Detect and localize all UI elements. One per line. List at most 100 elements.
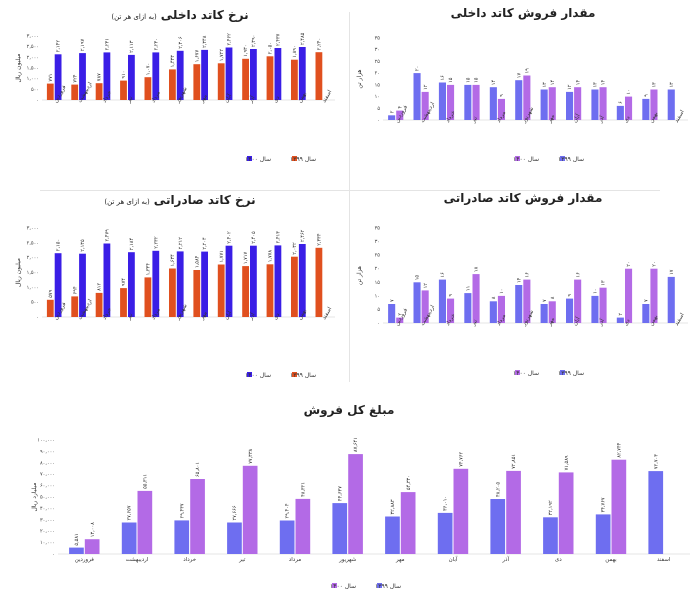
export-sales-legend-swatch-1 <box>515 370 520 375</box>
export-sales-bar-1400-4 <box>497 295 505 323</box>
domestic-price-label-1399-11: ۲,۲۴۰ <box>317 38 323 50</box>
total-sales-category: خرداد <box>183 557 196 563</box>
export-sales-bar-1400-3 <box>472 274 480 323</box>
total-sales-bar-1400-5 <box>348 454 363 554</box>
export-price-label-1399-5: ۱,۶۳۴ <box>170 254 176 267</box>
export-sales-chart: مقدار فروش کاتد صادراتی ۰ ۵ ۱۰ ۱۵ ۲۰ ۲۵ ۳۰ ۳۵ هزا… <box>353 191 698 392</box>
total-sales-label-1400-10: ۸۲,۷۴۴ <box>617 442 623 457</box>
domestic-sales-ytick: ۱۵ <box>375 82 381 88</box>
total-sales-label-1400-2: ۶۵,۸۰۱ <box>195 462 201 477</box>
domestic-sales-label-1400-3: ۱۵ <box>474 77 480 83</box>
export-price-label-1400-6: ۲,۲۰۴ <box>202 237 208 250</box>
domestic-price-bar-1400-3 <box>128 54 135 100</box>
domestic-price-bar-1400-4 <box>152 52 160 100</box>
domestic-sales-bar-1399-3 <box>464 84 472 120</box>
total-sales-label-1399-1: ۲۷,۶۵۷ <box>127 505 133 520</box>
domestic-sales-category: اسفند <box>674 109 686 124</box>
export-sales-category: آبان <box>571 315 582 327</box>
export-sales-ytick: ۰ <box>377 321 380 327</box>
export-sales-label-1399-4: ۸ <box>491 296 497 299</box>
domestic-sales-bar-1400-5 <box>523 75 531 120</box>
export-sales-label-1399-11: ۱۷ <box>669 269 675 275</box>
total-sales-chart: مبلغ کل فروش ۰ ۱۰,۰۰۰ ۲۰,۰۰۰ ۳۰,۰۰۰ ۴۰,۰۰۰ ۵۰,… <box>0 398 698 598</box>
export-sales-label-1399-6: ۷ <box>542 299 548 302</box>
export-sales-bar-1400-8 <box>599 287 607 323</box>
export-sales-bar-1399-10 <box>642 304 650 323</box>
domestic-sales-label-1399-4: ۱۴ <box>491 80 497 86</box>
total-sales-category: آبان <box>449 556 458 563</box>
export-price-label-1399-4: ۱,۳۳۴ <box>146 263 152 276</box>
total-sales-ytick: ۰ <box>52 552 55 558</box>
total-sales-bar-1399-9 <box>543 517 558 554</box>
export-sales-label-1399-10: ۷ <box>643 299 649 302</box>
export-price-chart: نرخ کاتد صادراتی(به ازای هر تن) ۰ ۵۰۰ ۱,۰۰۰… <box>0 192 345 392</box>
export-sales-bar-1399-3 <box>464 293 472 323</box>
domestic-sales-label-1399-5: ۱۷ <box>516 73 522 79</box>
domestic-price-bar-1399-2 <box>95 83 103 100</box>
export-price-label-1400-4: ۲,۲۳۲ <box>153 236 159 249</box>
export-sales-category: تیر <box>470 318 479 328</box>
export-price-ytick: ۲,۰۰۰ <box>27 255 39 261</box>
export-sales-bar-1399-1 <box>413 282 421 323</box>
domestic-price-bar-1399-11 <box>315 52 323 100</box>
domestic-price-bar-1400-5 <box>176 50 184 100</box>
domestic-price-bar-1400-1 <box>79 53 86 100</box>
total-sales-bar-1400-6 <box>400 492 416 554</box>
total-sales-ytick: ۵۰,۰۰۰ <box>40 495 55 501</box>
domestic-sales-label-1399-0: ۲ <box>389 110 395 113</box>
export-sales-label-1400-8: ۱۳ <box>601 280 607 286</box>
domestic-price-bar-1399-7 <box>217 63 225 100</box>
total-sales-category: فروردین <box>75 557 95 563</box>
export-price-legend-swatch-0 <box>292 372 297 377</box>
domestic-sales-category: بهمن <box>648 111 659 124</box>
total-sales-label-1399-5: ۴۴,۶۳۷ <box>337 486 343 501</box>
export-price-bar-1399-6 <box>193 270 201 317</box>
export-price-ytick: ۳,۰۰۰ <box>27 226 39 232</box>
total-sales-ytick: ۹۰,۰۰۰ <box>40 449 55 455</box>
domestic-sales-label-1400-0: ۴ <box>397 106 403 109</box>
export-sales-label-1399-5: ۱۴ <box>516 277 522 283</box>
export-price-bar-1399-0 <box>46 299 54 317</box>
domestic-sales-label-1399-7: ۱۲ <box>567 84 573 90</box>
domestic-price-label-1400-9: ۲,۴۳۷ <box>276 33 282 46</box>
total-sales-label-1399-0: ۵,۵۸۱ <box>74 533 80 545</box>
export-sales-bar-1400-0 <box>396 317 404 323</box>
export-sales-label-1399-7: ۹ <box>567 294 573 297</box>
domestic-sales-bar-1399-11 <box>667 89 675 120</box>
domestic-sales-legend-label-1: سال ۱۴۰۰ <box>513 156 539 163</box>
total-sales-bar-1399-4 <box>279 520 295 554</box>
domestic-sales-label-1400-8: ۱۴ <box>601 80 607 86</box>
export-price-label-1400-7: ۲,۴۰۲ <box>227 231 233 244</box>
export-sales-legend-swatch-0 <box>560 370 565 375</box>
export-sales-bar-1400-10 <box>650 268 658 323</box>
domestic-price-ytick: ۰ <box>36 98 39 104</box>
domestic-sales-label-1400-4: ۹ <box>499 94 505 97</box>
domestic-price-bar-1400-9 <box>274 48 282 100</box>
domestic-sales-bar-1400-1 <box>421 91 429 120</box>
export-price-title: نرخ کاتد صادراتی(به ازای هر تن) <box>104 193 255 207</box>
domestic-sales-label-1400-6: ۱۴ <box>550 80 556 86</box>
export-sales-bar-1399-7 <box>566 298 574 323</box>
domestic-price-bar-1399-6 <box>193 64 201 100</box>
domestic-price-label-1399-10: ۱,۸۹۰ <box>292 45 298 57</box>
domestic-price-subtitle: (به ازای هر تن) <box>111 13 157 21</box>
total-sales-label-1399-3: ۲۷,۶۶۶ <box>232 505 238 520</box>
domestic-price-bar-1399-3 <box>120 80 127 100</box>
total-sales-bar-1399-10 <box>595 514 611 554</box>
export-price-bar-1399-8 <box>242 266 249 317</box>
total-sales-ytick: ۴۰,۰۰۰ <box>40 506 55 512</box>
export-sales-category: شهریور <box>521 309 535 328</box>
total-sales-ytick: ۱۰,۰۰۰ <box>40 540 55 546</box>
domestic-sales-bar-1400-10 <box>650 89 658 120</box>
export-price-bar-1399-10 <box>291 256 298 317</box>
total-sales-bar-1399-6 <box>385 516 400 554</box>
domestic-sales-bar-1400-4 <box>497 98 505 120</box>
domestic-price-ytick: ۱,۰۰۰ <box>27 76 39 82</box>
domestic-price-ytick: ۳,۰۰۰ <box>27 34 39 40</box>
domestic-price-legend-label-0: سال ۱۳۹۹ <box>290 156 316 163</box>
domestic-sales-bar-1400-6 <box>548 87 556 120</box>
domestic-sales-label-1399-8: ۱۳ <box>593 82 599 88</box>
domestic-price-bar-1400-8 <box>250 49 257 100</box>
total-sales-bar-1399-5 <box>332 503 348 554</box>
total-sales-ytick: ۱۰۰,۰۰۰ <box>37 438 55 444</box>
